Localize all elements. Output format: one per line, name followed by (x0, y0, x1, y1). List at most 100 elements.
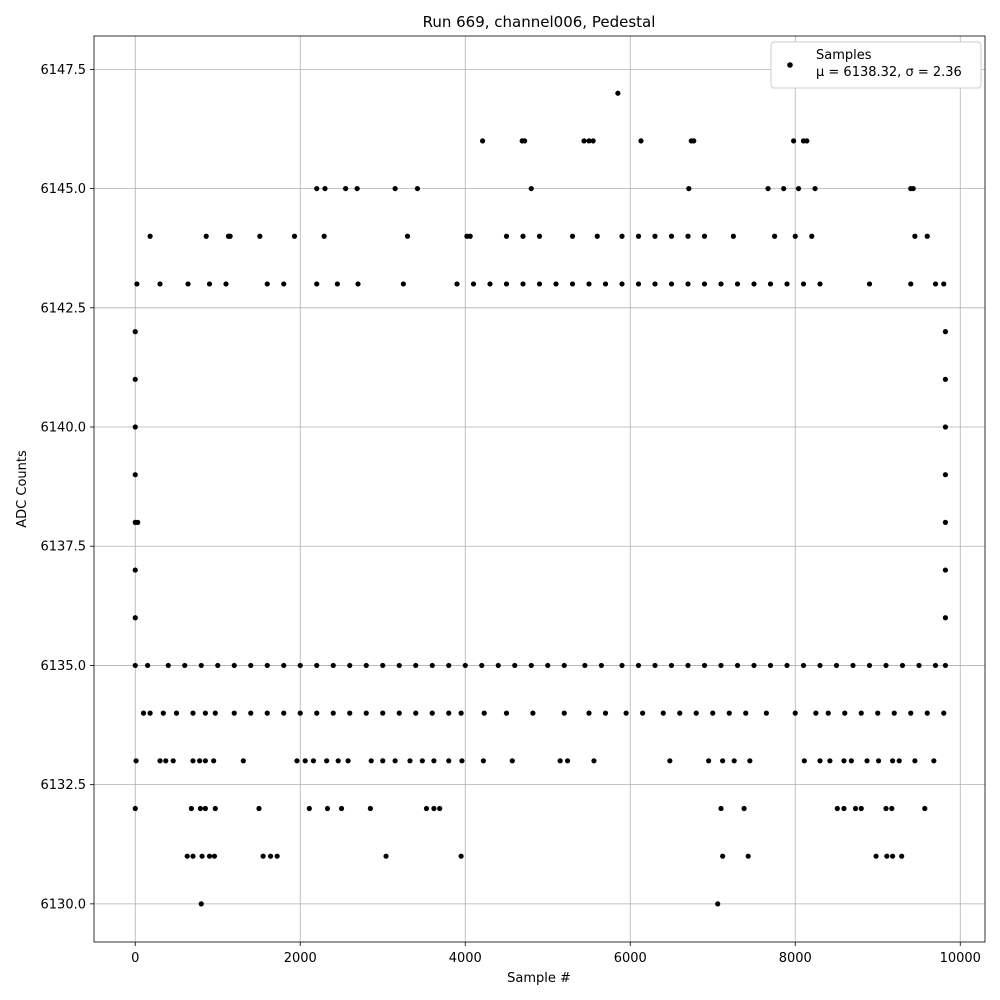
data-point (795, 185, 802, 192)
data-point (335, 758, 341, 764)
data-point (800, 281, 807, 287)
data-point (594, 233, 600, 239)
data-point (792, 233, 798, 239)
data-point (260, 853, 266, 859)
data-point (330, 710, 336, 716)
legend-box (770, 41, 982, 89)
data-point (338, 805, 345, 812)
data-point (858, 805, 864, 812)
data-point (132, 424, 138, 430)
data-point (615, 90, 621, 96)
data-point (842, 710, 848, 716)
data-point (429, 662, 435, 669)
data-point (841, 805, 847, 812)
data-point (635, 233, 642, 239)
data-point (582, 662, 588, 669)
data-point (345, 758, 351, 764)
data-point (701, 233, 708, 239)
data-point (211, 758, 217, 764)
data-point (334, 281, 340, 287)
data-point (638, 138, 644, 144)
data-point (520, 233, 526, 239)
data-point (557, 758, 563, 764)
data-point (190, 758, 196, 764)
data-point (197, 758, 203, 764)
data-point (321, 233, 327, 239)
data-point (223, 281, 229, 287)
data-point (685, 233, 691, 239)
data-point (446, 710, 452, 716)
data-point (553, 281, 559, 287)
data-point (635, 281, 642, 287)
data-point (834, 805, 840, 812)
data-point (462, 662, 468, 669)
data-point (791, 138, 797, 144)
data-point (817, 281, 823, 287)
data-point (459, 758, 465, 764)
data-point (160, 710, 166, 716)
data-point (431, 805, 437, 812)
x-tick-label: 4000 (449, 951, 482, 966)
data-point (132, 376, 138, 382)
data-point (841, 758, 847, 764)
data-point (414, 185, 420, 192)
y-axis-label: ADC Counts (15, 450, 30, 528)
data-point (392, 185, 398, 192)
data-point (185, 281, 191, 287)
data-point (163, 758, 169, 764)
data-point (355, 281, 361, 287)
data-point (281, 662, 287, 669)
data-point (503, 281, 510, 287)
data-point (941, 281, 947, 287)
data-point (792, 710, 798, 716)
data-point (380, 662, 386, 669)
data-point (446, 662, 452, 669)
data-point (302, 758, 308, 764)
data-point (423, 805, 430, 812)
data-point (256, 805, 262, 812)
data-point (932, 662, 939, 669)
axis-ticks: 0 2000 4000 6000 8000 10000 6130.0 6132.5 6135.0… (41, 63, 981, 966)
data-point (132, 472, 138, 478)
data-point (827, 758, 833, 764)
data-point (503, 710, 510, 716)
data-point (784, 281, 790, 287)
data-point (429, 710, 435, 716)
data-point (314, 710, 320, 716)
data-point (942, 519, 949, 525)
legend-stats: μ = 6138.32, σ = 2.36 (816, 65, 962, 80)
data-point (899, 662, 906, 669)
data-point (883, 662, 889, 669)
data-point (924, 233, 930, 239)
y-tick-label: 6137.5 (41, 540, 87, 555)
data-point (545, 662, 551, 669)
data-point (685, 662, 691, 669)
y-tick-label: 6140.0 (41, 421, 87, 436)
data-point (248, 710, 254, 716)
data-point (306, 805, 312, 812)
data-point (413, 662, 419, 669)
data-point (202, 758, 208, 764)
data-point (931, 758, 937, 764)
data-point (347, 710, 353, 716)
data-point (274, 853, 280, 859)
data-point (454, 281, 460, 287)
data-point (413, 710, 419, 716)
data-point (481, 710, 487, 716)
data-point (619, 662, 625, 669)
data-point (751, 281, 757, 287)
data-point (718, 281, 724, 287)
data-point (363, 710, 369, 716)
data-point (522, 138, 528, 144)
data-point (400, 281, 406, 287)
data-point (380, 758, 386, 764)
data-point (206, 853, 213, 859)
data-point (875, 710, 881, 716)
data-point (330, 662, 336, 669)
data-point (480, 758, 486, 764)
data-point (404, 233, 411, 239)
data-point (942, 567, 949, 573)
data-point (368, 758, 374, 764)
